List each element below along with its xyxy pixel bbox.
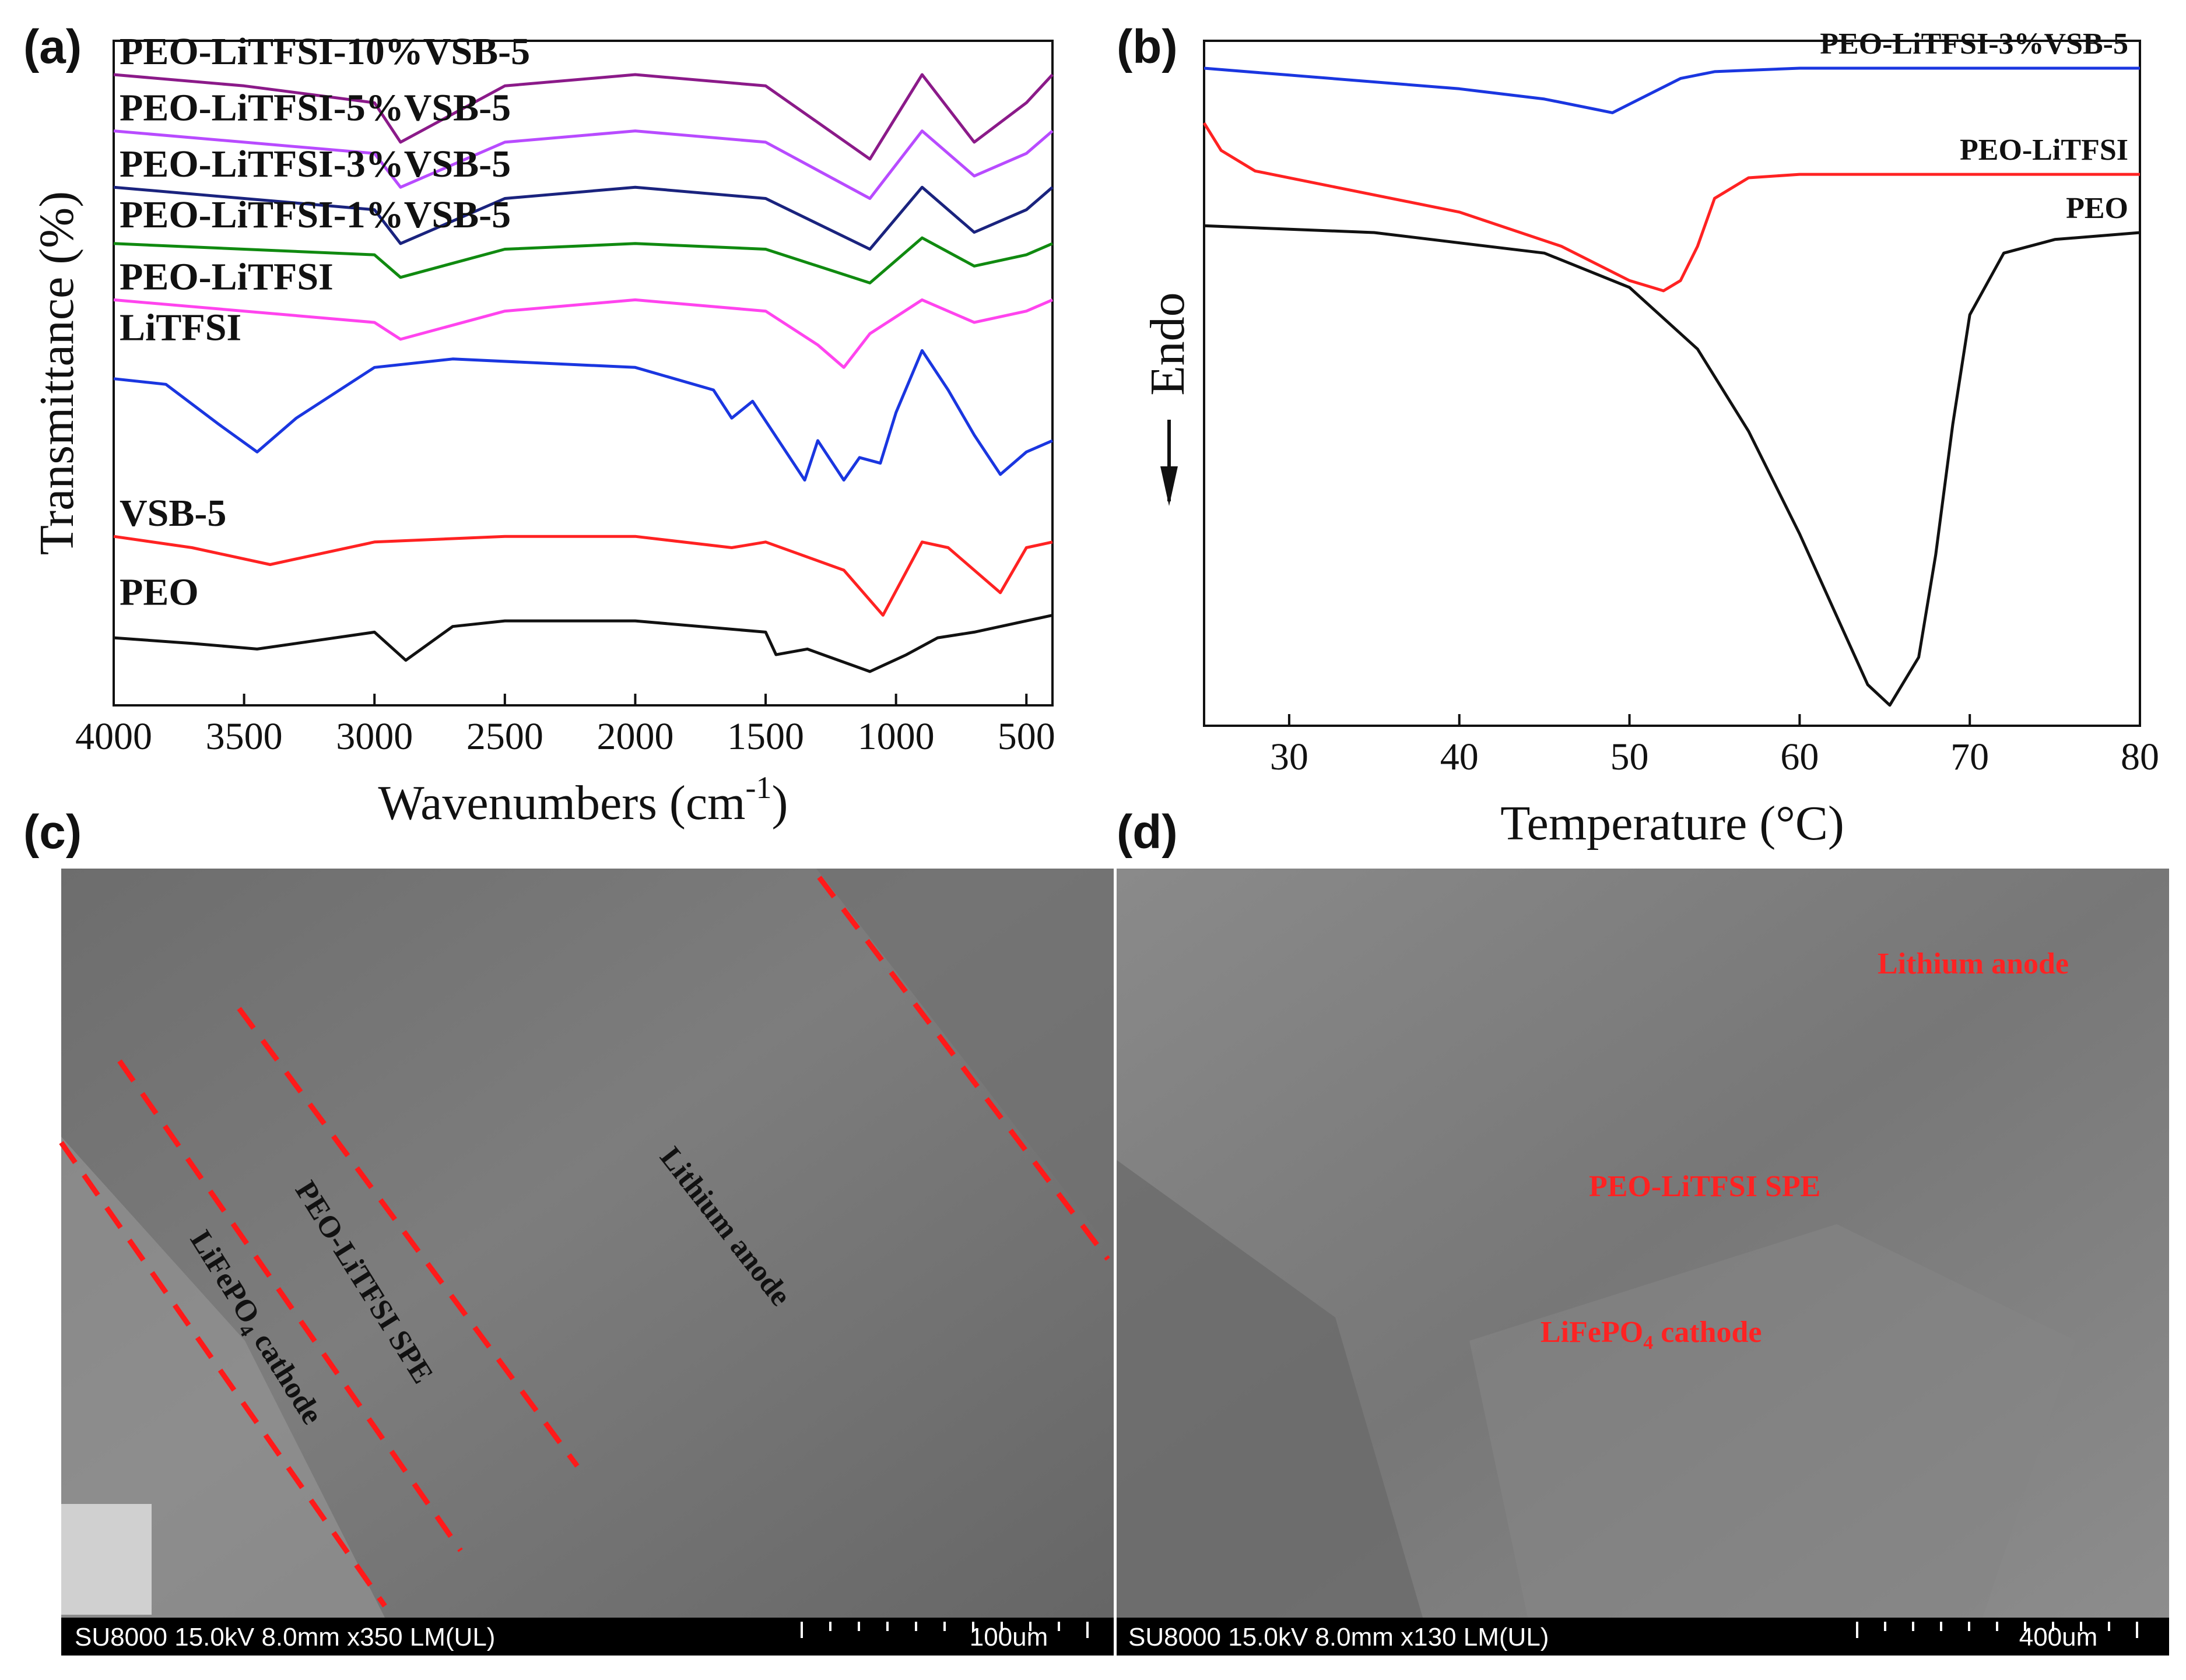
sem-c-dashed-boundaries <box>59 876 1110 1608</box>
panel-a-y-axis-title: Transmittance (%) <box>30 191 84 555</box>
panel-a-curves <box>113 73 1054 673</box>
sem-d-cathode-label: LiFePO4 cathode <box>1541 1316 1762 1354</box>
a-series-peo-litfsi-1-vsb-5 <box>113 236 1053 284</box>
a-x-tick-label-1000: 1000 <box>858 715 935 758</box>
sem-c-scale-text: 100um <box>970 1623 1048 1651</box>
sem-d-info-bar <box>1117 1618 2169 1656</box>
b-x-tick-label-70: 70 <box>1950 736 1989 778</box>
a-x-tick-label-4000: 4000 <box>75 715 152 758</box>
a-x-tick-label-1500: 1500 <box>727 715 804 758</box>
b-x-tick-label-60: 60 <box>1780 736 1819 778</box>
panel-a: (a) 4000 3500 3000 2500 2000 1500 1000 500 PEO-… <box>23 20 1055 830</box>
sem-c-scale-ticks <box>801 1622 1089 1638</box>
b-x-tick-label-50: 50 <box>1610 736 1649 778</box>
sem-d-scale-text: 400um <box>2019 1623 2098 1651</box>
a-x-tick-label-3000: 3000 <box>336 715 413 758</box>
a-series-vsb-5 <box>113 535 1053 617</box>
a-x-tick-label-2000: 2000 <box>596 715 673 758</box>
b-x-tick-label-80: 80 <box>2121 736 2159 778</box>
sem-c-info-text: SU8000 15.0kV 8.0mm x350 LM(UL) <box>75 1623 495 1651</box>
a-series-label-peo-litfsi-10-vsb-5: PEO-LiTFSI-10%VSB-5 <box>120 30 530 73</box>
panel-a-x-axis-title: Wavenumbers (cm-1) <box>378 770 788 830</box>
panel-b-x-axis-title: Temperature (°C) <box>1500 796 1844 850</box>
a-series-label-peo-litfsi: PEO-LiTFSI <box>120 255 334 298</box>
a-series-peo-litfsi-10-vsb-5 <box>113 73 1054 161</box>
panel-b-curves <box>1202 66 2141 707</box>
a-series-litfsi <box>113 349 1053 482</box>
panel-a-letter: (a) <box>23 20 82 73</box>
panel-d-letter: (d) <box>1117 806 1178 859</box>
sem-d-info-text: SU8000 15.0kV 8.0mm x130 LM(UL) <box>1128 1623 1549 1651</box>
a-series-peo-litfsi <box>113 298 1053 369</box>
sem-d-spe-label: PEO-LiTFSI SPE <box>1589 1170 1820 1203</box>
b-series-peo-litfsi-3-vsb-5 <box>1203 66 2140 114</box>
sem-c-corner-patch <box>61 1504 152 1615</box>
panel-d: (d) Lithium anode PEO-LiTFSI SPE LiFePO4… <box>1117 806 2169 1656</box>
panel-a-series-labels: PEO-LiTFSI-10%VSB-5 PEO-LiTFSI-5%VSB-5 PEO… <box>120 30 530 613</box>
panel-a-plot-frame <box>113 40 1054 707</box>
a-x-tick-label-500: 500 <box>998 715 1055 758</box>
b-x-tick-label-40: 40 <box>1440 736 1479 778</box>
a-series-label-peo-litfsi-1-vsb-5: PEO-LiTFSI-1%VSB-5 <box>120 194 511 236</box>
panel-a-x-ticks: 4000 3500 3000 2500 2000 1500 1000 500 <box>75 694 1055 758</box>
endo-arrow-head <box>1160 466 1178 506</box>
panel-b-plot-frame <box>1203 40 2141 727</box>
a-series-label-peo-litfsi-3-vsb-5: PEO-LiTFSI-3%VSB-5 <box>120 143 511 185</box>
panel-b-y-axis-title: Endo <box>1141 292 1195 506</box>
sem-d-lithium-label: Lithium anode <box>1878 947 2069 980</box>
a-series-peo-litfsi-5-vsb-5 <box>113 129 1054 200</box>
a-series-peo <box>113 613 1053 673</box>
a-series-label-peo-litfsi-5-vsb-5: PEO-LiTFSI-5%VSB-5 <box>120 87 511 129</box>
b-series-label-peo: PEO <box>2066 192 2128 225</box>
a-series-peo-litfsi-3-vsb-5 <box>113 185 1054 251</box>
b-series-label-peo-litfsi: PEO-LiTFSI <box>1960 133 2128 167</box>
sem-d-scale-ticks <box>1856 1622 2138 1638</box>
panel-c: (c) Lithium anode PEO-LiTFSI SPE LiFePO4… <box>23 806 1114 1656</box>
a-series-label-vsb-5: VSB-5 <box>120 492 226 535</box>
panel-b-letter: (b) <box>1117 20 1178 73</box>
svg-text:Endo: Endo <box>1141 292 1195 395</box>
a-x-tick-label-3500: 3500 <box>206 715 283 758</box>
sem-c-info-bar <box>61 1618 1114 1656</box>
panel-b: (b) 30 40 50 60 70 80 PEO-LiTFSI-3%VSB-5PEO-L… <box>1117 20 2159 850</box>
b-series-label-peo-litfsi-3-vsb-5: PEO-LiTFSI-3%VSB-5 <box>1820 27 2128 61</box>
panel-b-x-ticks: 30 40 50 60 70 80 <box>1270 714 2159 778</box>
a-series-label-litfsi: LiTFSI <box>120 306 241 349</box>
panel-c-letter: (c) <box>23 806 82 859</box>
b-series-peo <box>1203 224 2141 707</box>
b-x-tick-label-30: 30 <box>1270 736 1308 778</box>
sem-d-fracture-region <box>1469 1224 2076 1618</box>
panel-b-series-labels: PEO-LiTFSI-3%VSB-5 PEO-LiTFSI PEO <box>1820 27 2128 225</box>
sem-d-background-region <box>1117 1160 1423 1618</box>
b-series-peo-litfsi <box>1202 122 2140 293</box>
sem-c-background-region <box>816 869 1114 1253</box>
a-x-tick-label-2500: 2500 <box>466 715 543 758</box>
a-series-label-peo: PEO <box>120 571 199 613</box>
